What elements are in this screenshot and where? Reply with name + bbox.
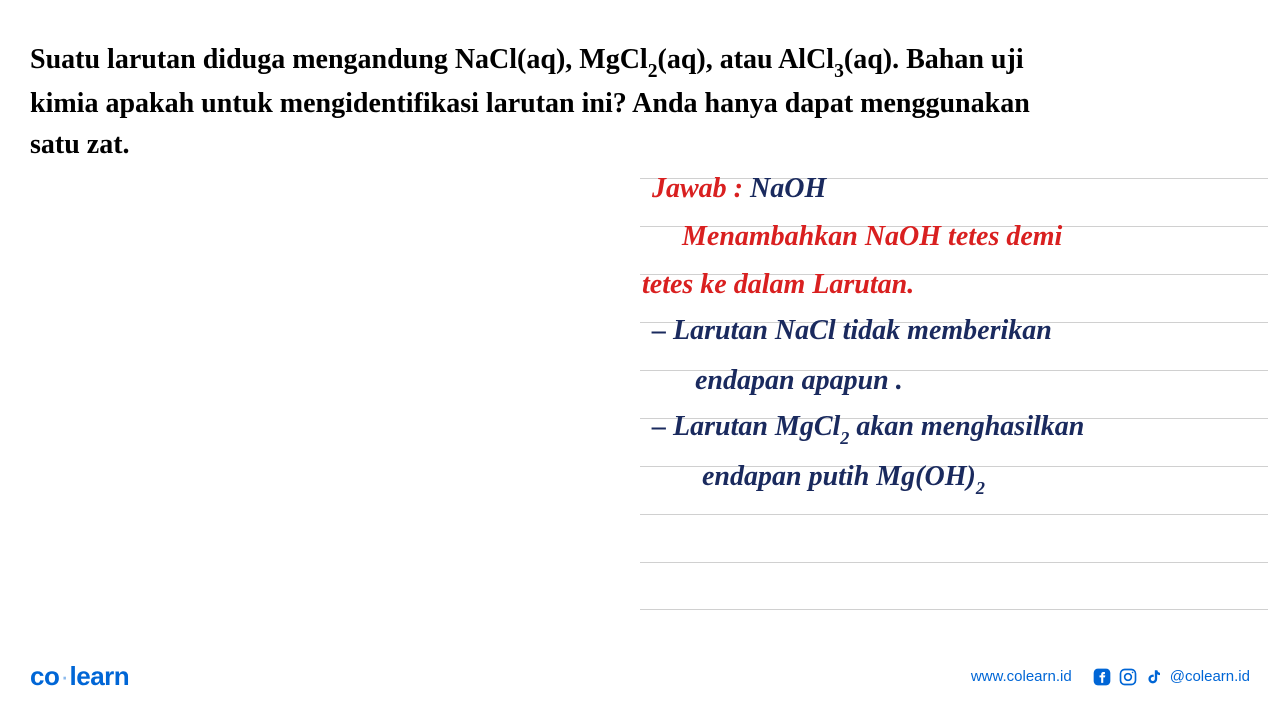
answer-text: tetes ke dalam Larutan. [642, 269, 914, 300]
answer-line-4: – Larutan NaCl tidak memberikan [640, 322, 1268, 370]
website-url: www.colearn.id [971, 668, 1072, 685]
answer-line-6: – Larutan MgCl2 akan menghasilkan [640, 418, 1268, 466]
logo-separator: · [60, 661, 68, 691]
answer-line-7: endapan putih Mg(OH)2 [640, 466, 1268, 514]
question-line-1: Suatu larutan diduga mengandung NaCl(aq)… [30, 44, 1024, 75]
footer-right: www.colearn.id @colearn.id [971, 667, 1250, 687]
answer-area: Jawab : NaOH Menambahkan NaOH tetes demi… [640, 178, 1268, 610]
q-subscript: 2 [648, 61, 658, 82]
answer-text: endapan putih Mg(OH)2 [702, 461, 985, 492]
answer-subscript: 2 [976, 478, 985, 498]
answer-text-part: endapan putih Mg(OH) [702, 461, 976, 492]
answer-line-empty [640, 514, 1268, 562]
q-text-part: (aq), atau AlCl [658, 44, 835, 75]
social-handle: @colearn.id [1170, 668, 1250, 685]
answer-text-part: – Larutan MgCl [652, 411, 840, 442]
answer-line-1: Jawab : NaOH [640, 178, 1268, 226]
answer-text: Menambahkan NaOH tetes demi [682, 221, 1062, 252]
question-line-2: kimia apakah untuk mengidentifikasi laru… [30, 88, 1030, 119]
answer-value: NaOH [750, 173, 826, 204]
answer-text: – Larutan MgCl2 akan menghasilkan [652, 411, 1084, 442]
social-icons: @colearn.id [1092, 667, 1250, 687]
answer-text-part: akan menghasilkan [849, 411, 1084, 442]
facebook-icon [1092, 667, 1112, 687]
q-text-part: Suatu larutan diduga mengandung NaCl(aq)… [30, 44, 648, 75]
answer-subscript: 2 [840, 428, 849, 448]
logo-part-1: co [30, 661, 59, 691]
footer: co·learn www.colearn.id @colearn.id [30, 661, 1250, 692]
answer-text: – Larutan NaCl tidak memberikan [652, 315, 1052, 346]
instagram-icon [1118, 667, 1138, 687]
answer-line-empty [640, 562, 1268, 610]
answer-text: endapan apapun . [695, 365, 903, 396]
logo-part-2: learn [70, 661, 130, 691]
question-text: Suatu larutan diduga mengandung NaCl(aq)… [30, 40, 1250, 165]
logo: co·learn [30, 661, 129, 692]
question-line-3: satu zat. [30, 129, 130, 160]
answer-label: Jawab : [652, 173, 750, 204]
tiktok-icon [1144, 667, 1164, 687]
q-subscript: 3 [834, 61, 844, 82]
answer-line-2: Menambahkan NaOH tetes demi [640, 226, 1268, 274]
q-text-part: (aq). Bahan uji [844, 44, 1024, 75]
